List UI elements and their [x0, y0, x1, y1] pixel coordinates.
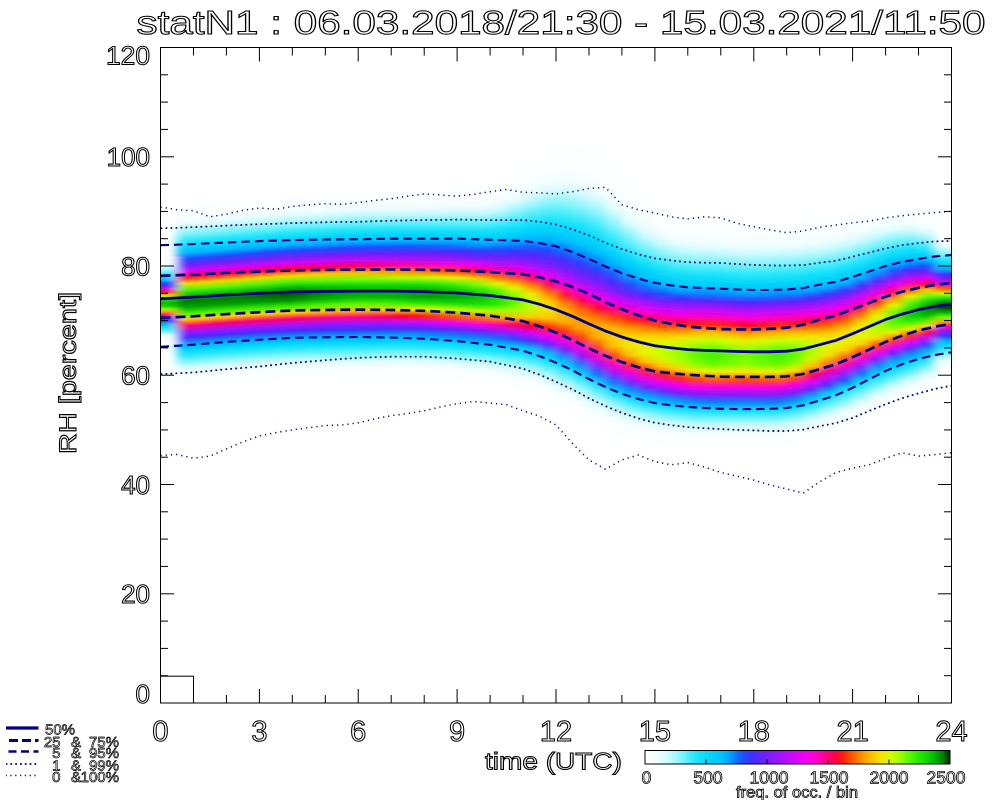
svg-text:time (UTC): time (UTC) — [485, 749, 622, 776]
svg-text:0: 0 — [152, 716, 168, 748]
svg-text:24: 24 — [935, 716, 967, 748]
svg-text:100: 100 — [107, 142, 150, 172]
svg-text:RH [percent]: RH [percent] — [55, 292, 82, 454]
svg-text:5: 5 — [52, 745, 60, 762]
svg-text:95%: 95% — [89, 745, 119, 762]
svg-text:21: 21 — [836, 716, 868, 748]
svg-text:120: 120 — [106, 41, 150, 71]
svg-text:25: 25 — [44, 734, 61, 751]
svg-text:100%: 100% — [81, 769, 119, 786]
svg-text:&: & — [71, 757, 81, 774]
svg-text:1500: 1500 — [810, 768, 849, 788]
svg-text:0: 0 — [52, 769, 60, 786]
svg-text:&: & — [71, 745, 81, 762]
svg-text:12: 12 — [540, 716, 572, 748]
svg-text:3: 3 — [251, 716, 267, 748]
svg-text:&: & — [71, 734, 81, 751]
svg-text:2000: 2000 — [870, 768, 909, 788]
svg-text:freq. of occ. / bin: freq. of occ. / bin — [736, 785, 858, 800]
svg-text:15: 15 — [639, 716, 671, 748]
svg-text:1: 1 — [52, 757, 60, 774]
svg-text:75%: 75% — [89, 734, 119, 751]
svg-text:0: 0 — [136, 679, 150, 709]
svg-text:99%: 99% — [89, 757, 119, 774]
svg-text:2500: 2500 — [927, 768, 966, 788]
svg-text:0: 0 — [642, 768, 652, 788]
svg-text:60: 60 — [121, 361, 150, 391]
svg-text:20: 20 — [121, 579, 150, 609]
svg-text:18: 18 — [738, 716, 770, 748]
svg-text:40: 40 — [121, 470, 150, 500]
svg-text:&: & — [71, 769, 81, 786]
svg-text:50%: 50% — [45, 721, 75, 738]
svg-text:500: 500 — [693, 768, 722, 788]
svg-text:6: 6 — [350, 716, 366, 748]
svg-text:1000: 1000 — [750, 768, 789, 788]
svg-text:9: 9 — [449, 716, 465, 748]
svg-text:80: 80 — [121, 251, 150, 281]
svg-text:statN1 : 06.03.2018/21:30 - 15: statN1 : 06.03.2018/21:30 - 15.03.2021/1… — [137, 4, 986, 41]
